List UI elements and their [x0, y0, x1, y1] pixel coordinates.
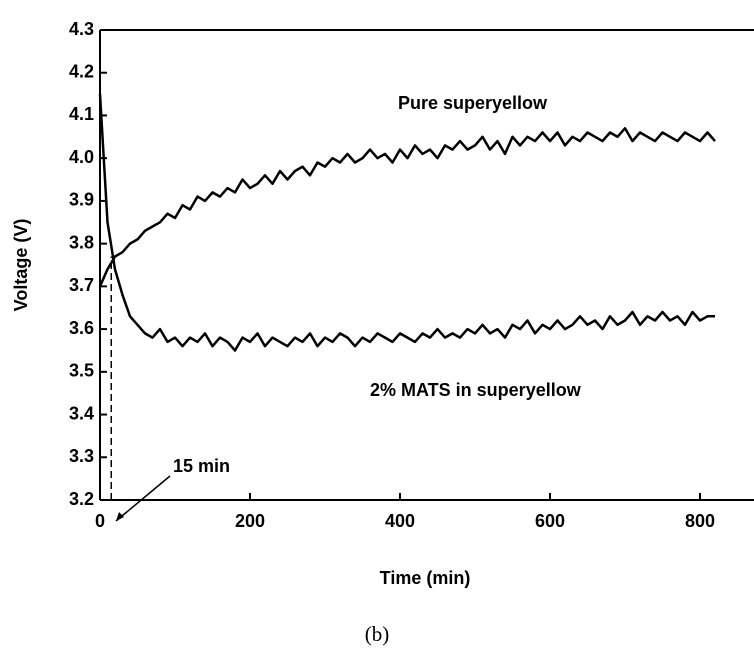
y-tick-label: 3.7 [69, 275, 94, 295]
x-tick-label: 200 [235, 511, 265, 531]
x-tick-label: 400 [385, 511, 415, 531]
legend-label: 2% MATS in superyellow [370, 380, 582, 400]
legend-label: Pure superyellow [398, 93, 548, 113]
y-tick-label: 3.5 [69, 361, 94, 381]
y-tick-label: 3.9 [69, 190, 94, 210]
y-tick-label: 4.3 [69, 19, 94, 39]
x-tick-label: 600 [535, 511, 565, 531]
series-line [98, 94, 715, 352]
x-axis-label: Time (min) [380, 568, 471, 588]
annotation: 15 min [173, 456, 230, 476]
caption: (b) [365, 622, 390, 646]
y-tick-label: 3.6 [69, 318, 94, 338]
x-tick-label: 0 [95, 511, 105, 531]
x-tick-label: 800 [685, 511, 715, 531]
y-tick-label: 4.1 [69, 104, 94, 124]
series-line [98, 127, 716, 287]
y-tick-label: 3.3 [69, 446, 94, 466]
arrow-head [116, 512, 124, 521]
y-tick-label: 4.2 [69, 61, 94, 81]
y-axis-label: Voltage (V) [11, 219, 31, 312]
y-tick-label: 4.0 [69, 147, 94, 167]
annotation-arrow [115, 475, 171, 522]
y-tick-label: 3.8 [69, 232, 94, 252]
y-tick-label: 3.4 [69, 403, 94, 423]
y-tick-label: 3.2 [69, 489, 94, 509]
